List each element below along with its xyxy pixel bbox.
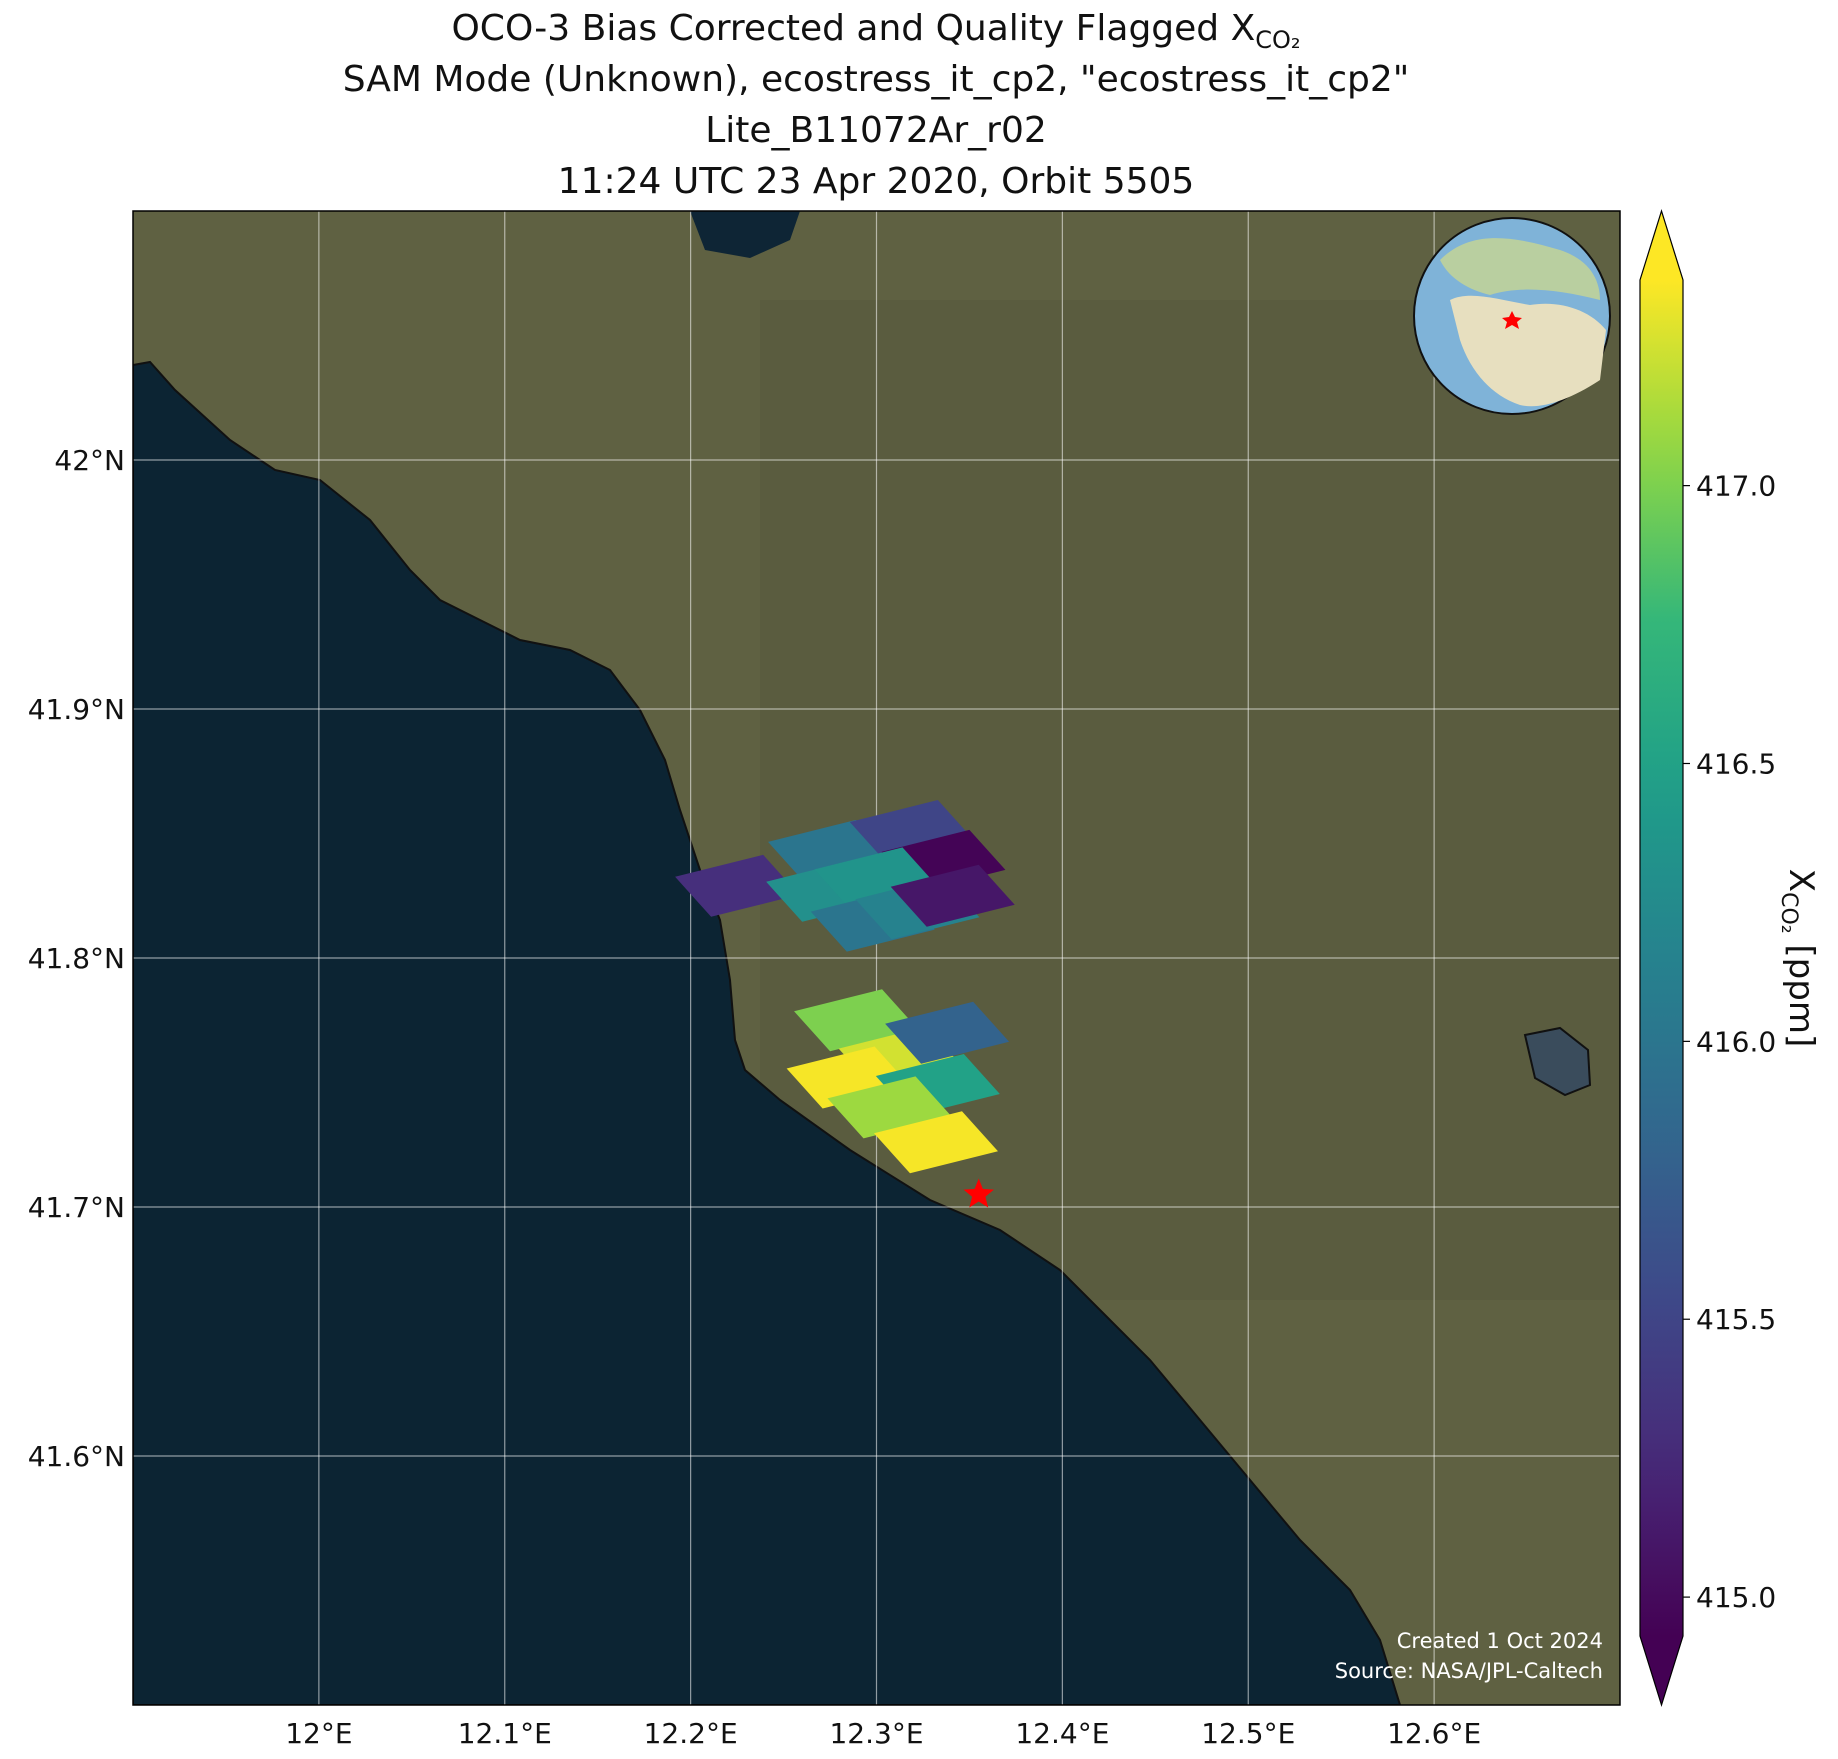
title: OCO-3 Bias Corrected and Quality Flagged… [343,8,1410,202]
globe-land [1440,238,1600,300]
y-tick-label: 41.8°N [28,942,125,975]
axes: 12°E 12.1°E 12.2°E 12.3°E 12.4°E 12.5°E 12.6°E… [28,444,1481,1750]
footprint [873,1111,998,1174]
sea [133,360,1402,1705]
lake [690,211,800,258]
colorbar-units: [ppm] [1781,944,1821,1047]
title-text: OCO-3 Bias Corrected and Quality Flagged… [451,8,1255,49]
footprints [675,800,1015,1208]
x-tick-label: 12°E [285,1717,352,1750]
y-tick-label: 41.6°N [28,1440,125,1473]
colorbar-label-gap [1781,934,1821,945]
y-tick-label: 42°N [54,444,125,477]
footprint [890,864,1015,927]
colorbar-label-subscript: CO₂ [1776,892,1801,934]
colorbar-label: XCO₂ [ppm] [1776,869,1821,1047]
globe-land [1450,295,1606,407]
colorbar-extend-min [1640,1636,1683,1705]
footprint [675,854,800,917]
x-tick-label: 12.5°E [1201,1717,1295,1750]
footer-source: Source: NASA/JPL-Caltech [1335,1659,1603,1683]
colorbar-tick-label: 416.0 [1696,1025,1776,1058]
title-text: SAM Mode (Unknown), ecostress_it_cp2, "e… [343,59,1410,100]
globe-marker [1502,311,1522,329]
colorbar-extend-max [1640,211,1683,280]
land-shade [760,300,1620,1300]
title-text: Lite_B11072Ar_r02 [705,110,1047,151]
grid [133,211,1620,1705]
footprint [794,989,919,1052]
title-line: OCO-3 Bias Corrected and Quality Flagged… [451,8,1300,54]
colorbar-tick-label: 415.0 [1696,1581,1776,1614]
y-tick-label: 41.9°N [28,693,125,726]
title-line: Lite_B11072Ar_r02 [705,110,1047,151]
colorbar-label-text: X [1781,869,1821,892]
footer-created: Created 1 Oct 2024 [1397,1629,1603,1653]
title-text: 11:24 UTC 23 Apr 2020, Orbit 5505 [558,161,1195,202]
x-tick-label: 12.4°E [1015,1717,1109,1750]
colorbar-tick-label: 417.0 [1696,470,1776,503]
map-frame [132,210,1621,1706]
globe-inset [1413,217,1611,415]
target-star [963,1178,994,1208]
colorbar-body [1640,280,1683,1636]
footprint [885,1001,1010,1064]
colorbar: 415.0 415.5 416.0 416.5 417.0 XCO₂ [ppm] [1639,208,1821,1708]
x-tick-label: 12.2°E [644,1717,738,1750]
title-line: SAM Mode (Unknown), ecostress_it_cp2, "e… [343,59,1410,100]
colorbar-tick-label: 416.5 [1696,747,1776,780]
lake [1523,1026,1592,1097]
x-tick-label: 12.3°E [829,1717,923,1750]
y-tick-label: 41.7°N [28,1191,125,1224]
title-subscript: CO₂ [1255,26,1300,54]
title-line: 11:24 UTC 23 Apr 2020, Orbit 5505 [558,161,1195,202]
colorbar-tick-label: 415.5 [1696,1303,1776,1336]
x-tick-label: 12.1°E [458,1717,552,1750]
colorbar-outline [1639,208,1684,1708]
x-tick-label: 12.6°E [1387,1717,1481,1750]
